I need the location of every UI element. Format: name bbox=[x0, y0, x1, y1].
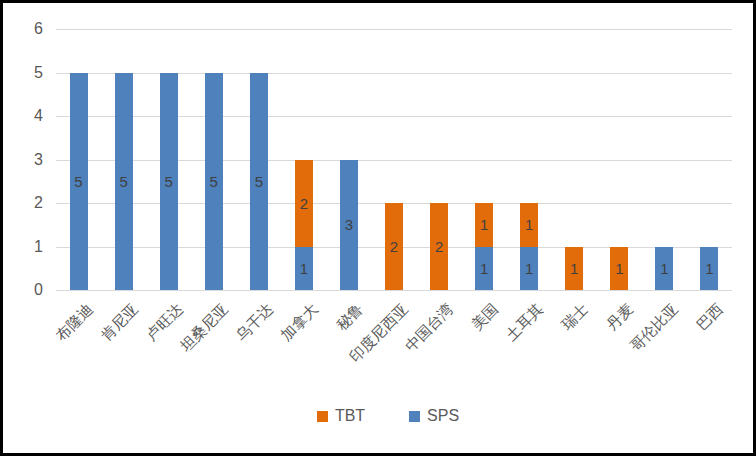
legend: TBT SPS bbox=[13, 407, 756, 425]
tbt-legend-swatch-icon bbox=[317, 411, 328, 422]
bar-segment-tbt-美国[interactable]: 1 bbox=[475, 203, 493, 247]
bar-segment-sps-卢旺达[interactable]: 5 bbox=[160, 73, 178, 291]
bar-segment-sps-美国[interactable]: 1 bbox=[475, 247, 493, 291]
legend-item-tbt[interactable]: TBT bbox=[317, 407, 365, 425]
y-axis-tick-label: 6 bbox=[3, 20, 43, 38]
sps-legend-label: SPS bbox=[427, 407, 459, 425]
bar-segment-sps-哥伦比亚[interactable]: 1 bbox=[655, 247, 673, 291]
bar-segment-sps-坦桑尼亚[interactable]: 5 bbox=[205, 73, 223, 291]
bar-segment-tbt-印度尼西亚[interactable]: 2 bbox=[385, 203, 403, 290]
y-axis-tick-label: 2 bbox=[3, 194, 43, 212]
bar-segment-sps-乌干达[interactable]: 5 bbox=[250, 73, 268, 291]
y-axis-tick-label: 0 bbox=[3, 281, 43, 299]
chart-frame: 0123456 555551232211111111 布隆迪肯尼亚卢旺达坦桑尼亚… bbox=[0, 0, 756, 456]
bar-segment-sps-肯尼亚[interactable]: 5 bbox=[115, 73, 133, 291]
gridline bbox=[56, 290, 732, 291]
bar-segment-sps-巴西[interactable]: 1 bbox=[700, 247, 718, 291]
bar-segment-tbt-中国台湾[interactable]: 2 bbox=[430, 203, 448, 290]
legend-item-sps[interactable]: SPS bbox=[409, 407, 459, 425]
bar-segment-sps-秘鲁[interactable]: 3 bbox=[340, 160, 358, 291]
gridline bbox=[56, 29, 732, 30]
bar-segment-tbt-丹麦[interactable]: 1 bbox=[610, 247, 628, 291]
bar-segment-tbt-土耳其[interactable]: 1 bbox=[520, 203, 538, 247]
bar-segment-sps-加拿大[interactable]: 1 bbox=[295, 247, 313, 291]
y-axis-tick-label: 1 bbox=[3, 238, 43, 256]
tbt-legend-label: TBT bbox=[335, 407, 365, 425]
y-axis-tick-label: 4 bbox=[3, 107, 43, 125]
bar-segment-tbt-瑞士[interactable]: 1 bbox=[565, 247, 583, 291]
bar-segment-sps-布隆迪[interactable]: 5 bbox=[70, 73, 88, 291]
y-axis-tick-label: 3 bbox=[3, 151, 43, 169]
bar-segment-sps-土耳其[interactable]: 1 bbox=[520, 247, 538, 291]
bar-segment-tbt-加拿大[interactable]: 2 bbox=[295, 160, 313, 247]
y-axis-tick-label: 5 bbox=[3, 64, 43, 82]
gridline bbox=[56, 116, 732, 117]
sps-legend-swatch-icon bbox=[409, 411, 420, 422]
gridline bbox=[56, 73, 732, 74]
gridline bbox=[56, 160, 732, 161]
